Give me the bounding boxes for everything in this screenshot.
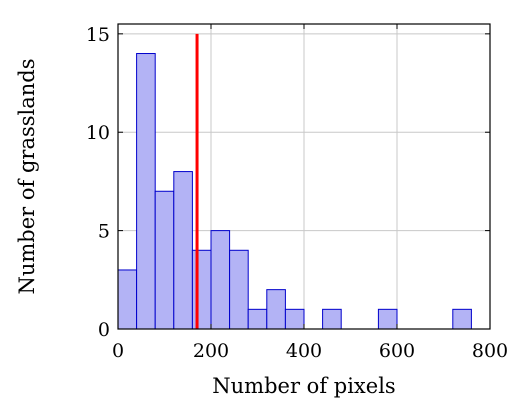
histogram-bar — [117, 269, 138, 330]
histogram-bar — [266, 289, 286, 330]
y-tick-label: 10 — [86, 122, 110, 144]
histogram-bar — [229, 249, 249, 330]
x-tick-label: 600 — [379, 340, 415, 362]
histogram-bar — [136, 53, 156, 330]
histogram-bars — [117, 53, 490, 330]
y-tick-label: 0 — [98, 319, 110, 341]
x-tick-label: 400 — [286, 340, 322, 362]
x-axis-label: Number of pixels — [212, 374, 395, 398]
x-tick-label: 0 — [112, 340, 124, 362]
histogram-bar — [452, 308, 472, 330]
axis-ticks: 0 200 400 600 800 0 5 10 15 — [86, 24, 508, 362]
y-tick-label: 5 — [98, 221, 110, 243]
histogram-bar — [284, 308, 305, 330]
histogram-bar — [154, 190, 175, 330]
histogram-bar — [247, 308, 268, 330]
x-tick-label: 200 — [193, 340, 229, 362]
histogram-bar — [173, 171, 193, 330]
histogram-bar — [210, 230, 231, 330]
histogram-bar — [322, 308, 342, 330]
y-tick-label: 15 — [86, 24, 110, 46]
y-axis-label: Number of grasslands — [15, 58, 39, 294]
histogram-bar — [191, 249, 212, 330]
histogram-bar — [377, 308, 398, 330]
x-tick-label: 800 — [472, 340, 508, 362]
